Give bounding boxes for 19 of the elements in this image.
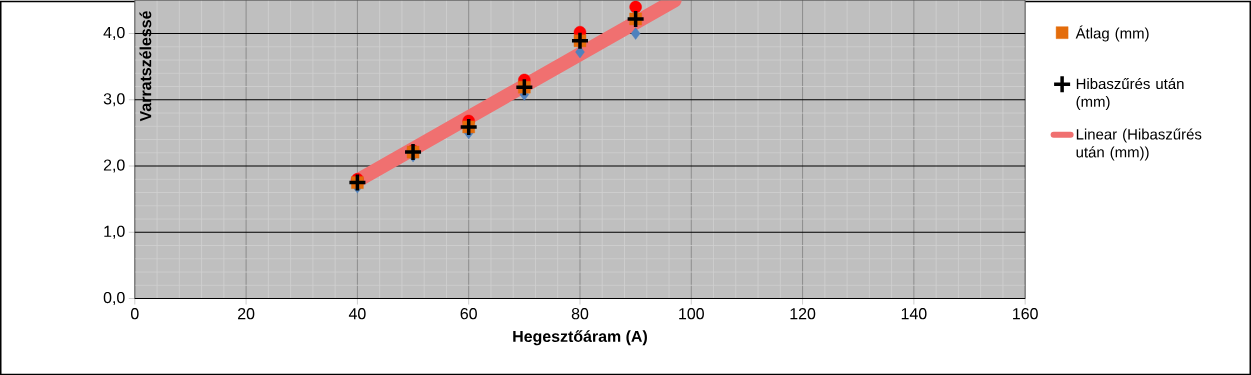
x-axis-title: Hegesztőáram (A) [513,330,647,346]
legend-label: Hibaszűrés után (mm) [1076,77,1184,110]
x-tick-label: 60 [460,307,477,320]
x-tick-label: 120 [790,307,816,320]
x-tick-label: 40 [348,307,366,320]
y-axis-title: Varratszélessé [139,11,152,122]
x-tick-label: 20 [238,307,255,320]
y-tick-label: 3,0 [103,93,125,107]
x-tick-label: 100 [679,307,704,320]
y-tick-label: 1,0 [104,225,125,239]
y-tick-label: 4,0 [103,26,125,40]
legend-label: Linear (Hibaszűrés után (mm)) [1076,128,1202,161]
y-tick-label: 2,0 [103,159,125,173]
y-tick-label: 0,0 [103,291,125,305]
x-tick-label: 80 [571,307,589,320]
x-tick-label: 140 [901,307,927,320]
x-tick-label: 0 [131,307,139,320]
x-tick-label: 160 [1013,307,1038,320]
legend-label: Átlag (mm) [1075,25,1149,42]
